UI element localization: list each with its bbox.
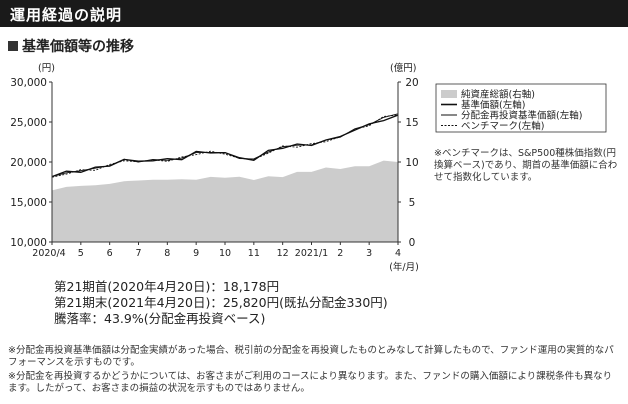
x-tick-label-7: 11: [248, 248, 260, 259]
right-axis-unit: (億円): [390, 62, 416, 74]
legend-label-0: 純資産総額(右軸): [461, 89, 535, 101]
left-tick-label-1: 15,000: [10, 197, 47, 209]
x-tick-label-4: 8: [164, 248, 170, 259]
left-tick-label-3: 25,000: [10, 117, 47, 129]
right-tick-label-1: 5: [409, 197, 416, 209]
right-tick-label-2: 10: [405, 157, 418, 169]
x-tick-label-0: 2020/4: [32, 248, 65, 259]
footnote-reinvest: ※分配金再投資基準価額は分配金実績があった場合、税引前の分配金を再投資したものと…: [8, 345, 614, 368]
x-tick-label-5: 9: [193, 248, 199, 259]
series-line-0: [51, 114, 399, 178]
header-title: 運用経過の説明: [10, 6, 123, 24]
x-tick-label-12: 4: [395, 248, 401, 259]
left-tick-label-4: 30,000: [10, 77, 47, 89]
x-tick-label-8: 12: [277, 248, 289, 259]
footnote-tax: ※分配金を再投資するかどうかについては、お客さまがご利用のコースにより異なります…: [8, 371, 613, 394]
legend-label-3: ベンチマーク(左軸): [461, 120, 544, 132]
benchmark-note: ※ベンチマークは、S&P500種株価指数(円換算ベース)であり、期首の基準価額に…: [434, 148, 618, 183]
x-tick-label-1: 5: [78, 248, 84, 259]
right-tick-label-0: 0: [409, 237, 416, 249]
legend-label-1: 基準価額(左軸): [461, 99, 525, 111]
left-axis-unit: (円): [38, 63, 55, 74]
series-line-2: [51, 114, 399, 178]
right-tick-label-4: 20: [405, 77, 418, 89]
summary-period-start: 第21期首(2020年4月20日)：18,178円: [54, 279, 280, 294]
summary-return: 騰落率：43.9%(分配金再投資ベース): [54, 311, 266, 326]
legend-box: [435, 83, 607, 133]
section-title-text: 基準価額等の推移: [22, 39, 134, 55]
legend-label-2: 分配金再投資基準価額(左軸): [461, 110, 582, 122]
left-tick-label-2: 20,000: [10, 157, 47, 169]
left-tick-label-0: 10,000: [10, 237, 47, 249]
x-axis-unit: (年/月): [389, 261, 419, 273]
section-square-icon: [8, 41, 18, 51]
x-tick-label-9: 2021/1: [295, 248, 328, 259]
x-tick-label-2: 6: [107, 248, 113, 259]
summary-period-end: 第21期末(2021年4月20日)：25,820円(既払分配金330円): [54, 295, 388, 310]
legend-swatch-0: [441, 90, 457, 98]
x-tick-label-3: 7: [135, 248, 141, 259]
x-tick-label-6: 10: [219, 248, 231, 259]
header-bar: 運用経過の説明: [0, 0, 628, 27]
right-tick-label-3: 15: [405, 117, 418, 129]
net-assets-area: [52, 160, 398, 242]
section-title: 基準価額等の推移: [8, 36, 134, 56]
x-tick-label-11: 3: [366, 248, 372, 259]
x-tick-label-10: 2: [337, 248, 343, 259]
